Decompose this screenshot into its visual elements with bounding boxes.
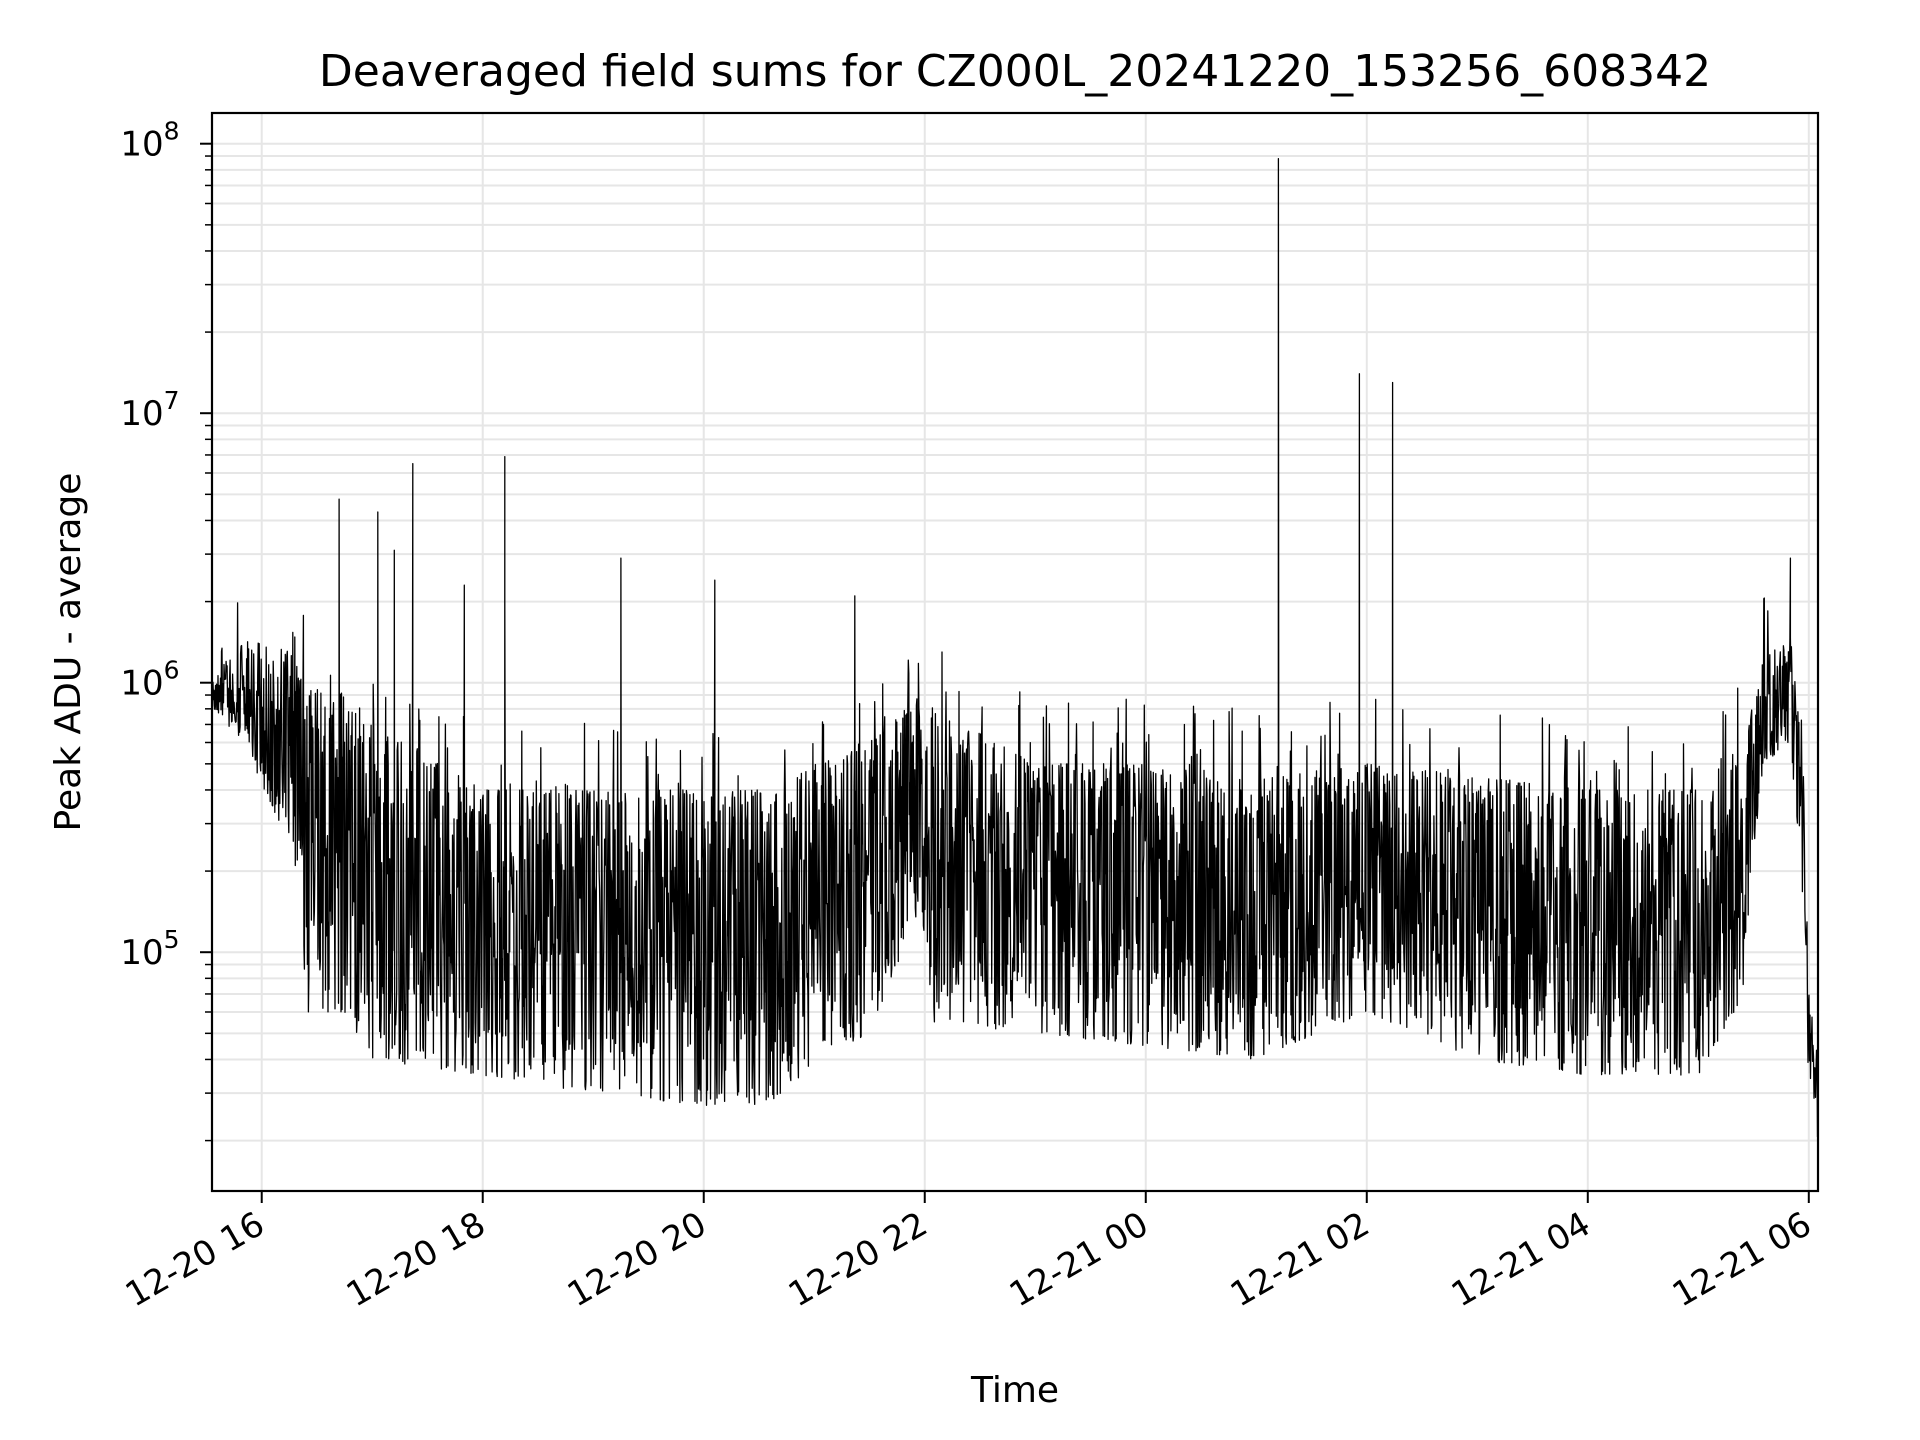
y-axis-label: Peak ADU - average [48,473,89,832]
y-tick-label: 105 [120,925,179,973]
y-tick-label: 106 [120,656,179,704]
chart-title: Deaveraged field sums for CZ000L_2024122… [319,46,1711,97]
plot-area [212,158,1818,1138]
grid [212,113,1818,1191]
series-trace [212,158,1818,1138]
x-axis-label: Time [970,1370,1059,1411]
y-tick-label: 107 [120,386,179,434]
series-line [212,158,1818,1138]
y-tick-label: 108 [120,117,179,165]
y-axis-ticks: 105 106 107 108 [120,117,212,1142]
axes-frame [210,111,1820,1193]
